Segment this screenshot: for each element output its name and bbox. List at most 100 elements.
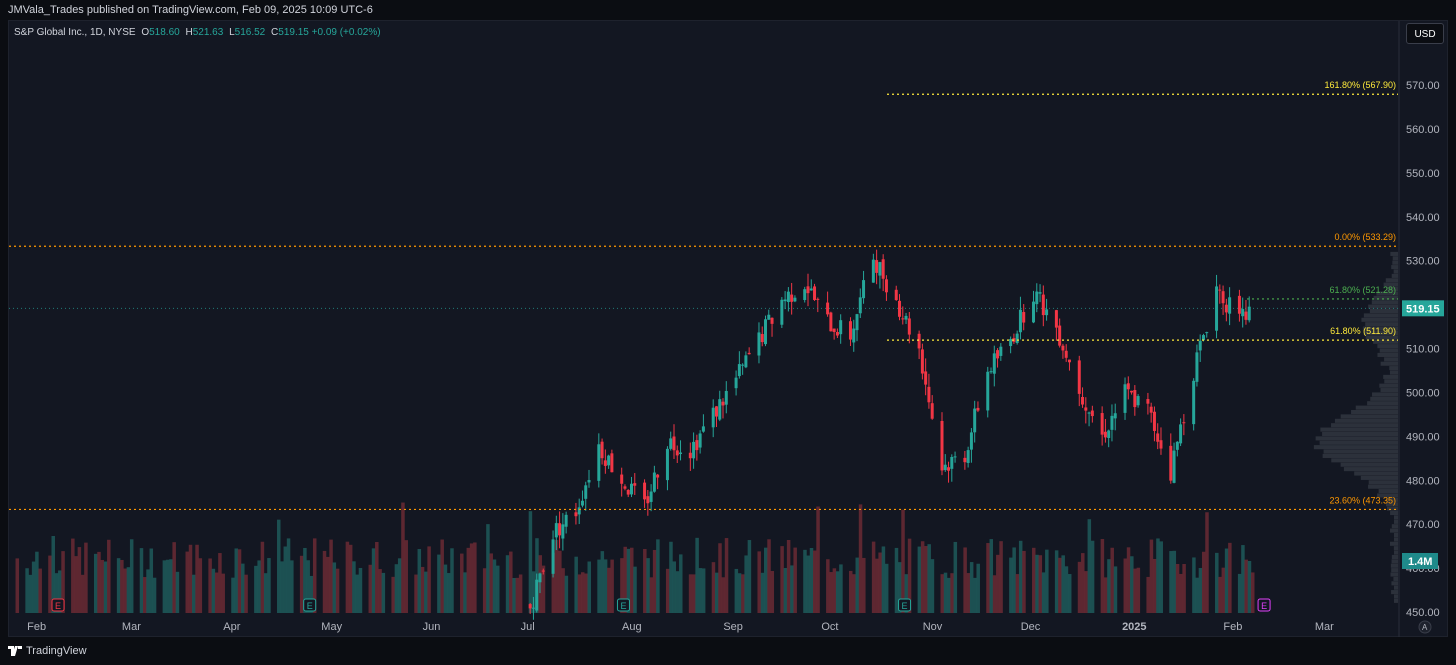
volume-bar	[25, 568, 29, 613]
volume-bar	[192, 574, 196, 613]
earnings-marker-icon[interactable]	[1257, 598, 1271, 612]
candle-body	[790, 294, 794, 302]
volume-bar	[871, 541, 876, 613]
candle-body	[1113, 413, 1117, 419]
price-tick-label: 550.00	[1406, 168, 1440, 180]
volume-profile-bar	[1368, 484, 1398, 489]
candle-body	[587, 479, 591, 483]
volume-bar	[505, 555, 510, 613]
candle-body	[1218, 289, 1222, 291]
candle-body	[698, 433, 702, 448]
volume-bar	[695, 537, 699, 613]
candle-body	[786, 291, 790, 303]
volume-profile-bar	[1394, 515, 1398, 520]
volume-bar	[561, 568, 565, 613]
volume-profile-bar	[1386, 497, 1398, 502]
candle-body	[551, 539, 555, 574]
volume-bar	[1136, 567, 1141, 613]
volume-profile-bar	[1391, 265, 1398, 270]
volume-profile-bar	[1393, 269, 1398, 274]
volume-bar	[1130, 556, 1134, 613]
volume-bar	[1100, 539, 1105, 613]
volume-bar	[862, 557, 866, 613]
volume-bar	[221, 573, 225, 613]
volume-bar	[1221, 567, 1226, 613]
volume-bar	[626, 548, 631, 613]
volume-bar	[1156, 538, 1160, 613]
volume-bar	[277, 519, 281, 613]
volume-bar	[701, 568, 706, 613]
volume-bar	[492, 559, 497, 613]
close-value: 519.15	[278, 27, 309, 38]
candle-body	[1009, 339, 1013, 347]
volume-profile-bar	[1391, 524, 1398, 529]
currency-button[interactable]: USD	[1406, 23, 1444, 44]
volume-profile-bar	[1334, 418, 1398, 423]
time-axis-label: Oct	[821, 621, 838, 633]
volume-bar	[541, 565, 546, 613]
volume-value-label: 1.4M	[1408, 556, 1432, 568]
candle-body	[597, 444, 601, 481]
volume-bar	[355, 574, 359, 613]
candle-body	[629, 483, 633, 495]
volume-profile-bar	[1368, 304, 1398, 309]
volume-bar	[77, 547, 82, 613]
earnings-marker-icon[interactable]	[303, 598, 317, 612]
volume-profile-bar	[1373, 295, 1398, 300]
price-tick-label: 510.00	[1406, 344, 1440, 356]
volume-bar	[84, 542, 88, 613]
volume-bar	[35, 551, 39, 613]
volume-profile-bar	[1372, 392, 1398, 397]
candle-body	[656, 474, 660, 478]
candle-body	[871, 259, 875, 283]
candle-body	[1244, 311, 1248, 320]
volume-bar	[312, 538, 317, 613]
time-axis-label: Mar	[122, 621, 141, 633]
earnings-marker-icon[interactable]	[51, 598, 65, 612]
time-axis-label: Feb	[1223, 621, 1242, 633]
last-price-label: 519.15	[1406, 303, 1440, 315]
price-tick-label: 470.00	[1406, 519, 1440, 531]
volume-bar	[335, 568, 340, 613]
volume-profile-bar	[1340, 462, 1398, 467]
volume-bar	[303, 547, 307, 613]
fib-level-label: 61.80% (521.28)	[1329, 285, 1396, 295]
volume-bar	[120, 559, 124, 613]
low-label: L	[229, 27, 235, 38]
volume-bar	[263, 573, 268, 613]
earnings-marker-label: E	[1261, 601, 1267, 611]
volume-profile-bar	[1320, 427, 1398, 432]
candle-body	[999, 346, 1003, 356]
volume-bar	[809, 547, 814, 613]
volume-bar	[1146, 576, 1150, 613]
volume-bar	[721, 577, 726, 613]
candle-body	[652, 472, 656, 492]
volume-bar	[973, 577, 977, 613]
volume-bar	[930, 559, 935, 613]
earnings-marker-icon[interactable]	[898, 598, 912, 612]
volume-bar	[214, 572, 219, 613]
candle-body	[528, 604, 532, 609]
candle-body	[1015, 333, 1019, 343]
volume-bar	[1041, 572, 1046, 613]
volume-bar	[152, 577, 157, 613]
candle-body	[760, 334, 764, 343]
volume-bar	[832, 568, 837, 613]
auto-scale-button[interactable]	[1418, 620, 1432, 634]
volume-bar	[1032, 547, 1036, 613]
volume-bar	[368, 564, 373, 613]
candle-body	[816, 298, 820, 300]
fib-level-label: 0.00% (533.29)	[1334, 232, 1396, 242]
close-label: C	[271, 27, 279, 38]
volume-bar	[512, 577, 516, 613]
volume-bar	[1113, 566, 1118, 613]
volume-bar	[61, 551, 65, 613]
earnings-marker-icon[interactable]	[616, 598, 630, 612]
volume-bar	[950, 573, 954, 613]
candle-body	[1018, 309, 1022, 333]
volume-profile-bar	[1386, 287, 1398, 292]
volume-profile-bar	[1393, 576, 1398, 581]
volume-bar	[829, 572, 833, 613]
volume-profile-bar	[1322, 431, 1398, 437]
